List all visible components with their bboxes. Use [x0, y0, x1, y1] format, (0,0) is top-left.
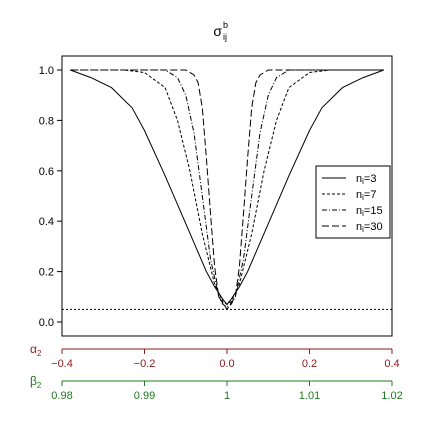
- series-line-2: [70, 69, 384, 308]
- x-axis-label-1: β2: [30, 374, 42, 390]
- legend: ni=3 ni=7 ni=15 ni=30: [315, 165, 391, 239]
- series-line-3: [70, 69, 384, 311]
- x-tick-label: 0.0: [219, 358, 234, 370]
- legend-label-3: ni=30: [356, 221, 383, 234]
- y-tick-label: 0.4: [39, 216, 54, 228]
- y-tick-label: 1.0: [39, 65, 54, 77]
- x-tick-label: 1.01: [299, 390, 320, 402]
- x-tick-label: 0.4: [384, 358, 399, 370]
- x-tick-label: 1: [224, 390, 230, 402]
- title-subscript: ij: [223, 32, 227, 42]
- y-tick-label: 0.6: [39, 166, 54, 178]
- title-main: σ: [213, 23, 222, 39]
- chart-title: σ b ij: [213, 20, 228, 42]
- plot-frame: [61, 55, 393, 337]
- x-axes: −0.4 −0.2 0.0 0.2 0.4 α2 0.98 0.99 1 1.01 1.02 β2: [30, 342, 403, 402]
- y-tick-label: 0.8: [39, 115, 54, 127]
- x-axis-1: 0.98 0.99 1 1.01 1.02 β2: [30, 374, 403, 402]
- x-tick-label: −0.2: [134, 358, 156, 370]
- y-tick-label: 0.0: [39, 317, 54, 329]
- series-group: [70, 69, 384, 311]
- x-tick-label: 0.2: [302, 358, 317, 370]
- x-tick-label: 0.98: [51, 390, 72, 402]
- series-line-1: [70, 69, 384, 305]
- y-tick-label: 0.2: [39, 267, 54, 279]
- x-tick-label: 1.02: [381, 390, 402, 402]
- y-axis: 0.0 0.2 0.4 0.6 0.8 1.0: [39, 65, 62, 329]
- x-axis-label-0: α2: [30, 342, 42, 358]
- x-tick-label: 0.99: [134, 390, 155, 402]
- legend-label-1: ni=7: [356, 189, 376, 202]
- legend-label-0: ni=3: [356, 173, 376, 186]
- x-tick-label: −0.4: [51, 358, 73, 370]
- x-axis-0: −0.4 −0.2 0.0 0.2 0.4 α2: [30, 342, 400, 370]
- legend-label-2: ni=15: [356, 205, 383, 218]
- title-superscript: b: [223, 20, 228, 30]
